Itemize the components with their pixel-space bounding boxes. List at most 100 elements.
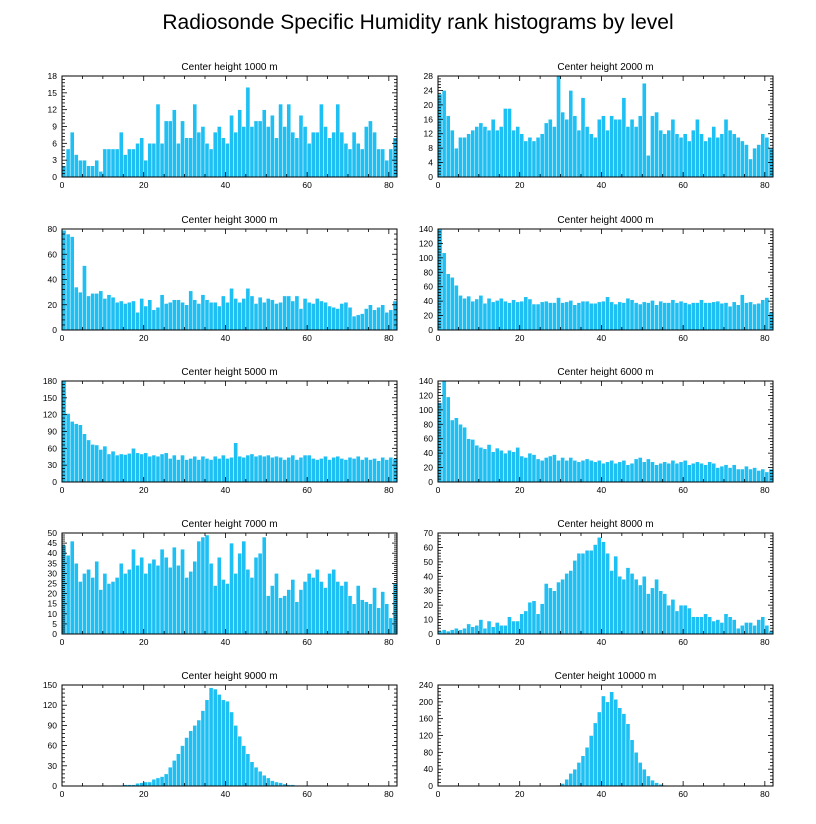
bar	[760, 616, 766, 635]
bar	[90, 293, 95, 331]
bar	[302, 581, 308, 635]
bar	[515, 126, 520, 178]
bar	[588, 133, 594, 178]
x-tick-label: 40	[597, 333, 607, 343]
bar	[368, 603, 373, 635]
bar	[82, 573, 87, 635]
bar	[319, 103, 324, 178]
bar	[343, 302, 349, 331]
bar	[450, 277, 455, 331]
bar	[135, 312, 140, 331]
bar	[217, 694, 222, 787]
bar	[584, 747, 590, 787]
x-tick-label: 0	[60, 180, 65, 190]
bar	[159, 294, 165, 331]
panel-title: Center height 2000 m	[557, 62, 653, 73]
bar	[376, 307, 381, 331]
y-tick-label: 0	[52, 325, 57, 335]
bar	[629, 739, 635, 787]
bar	[625, 567, 631, 635]
plot-frame	[437, 228, 774, 331]
bar	[752, 147, 757, 178]
bar	[744, 465, 749, 483]
panel-title: Center height 6000 m	[557, 367, 653, 378]
x-tick-label: 40	[597, 180, 607, 190]
bar	[290, 131, 296, 178]
bar	[294, 601, 300, 635]
bar	[744, 302, 749, 331]
bar	[270, 780, 275, 787]
bar	[147, 143, 153, 178]
bar	[682, 302, 688, 331]
bar	[319, 300, 324, 331]
x-tick-label: 20	[139, 180, 149, 190]
bar	[278, 103, 283, 178]
bar	[548, 302, 553, 331]
y-tick-label: 140	[419, 376, 433, 386]
bar	[380, 457, 385, 483]
bar	[695, 119, 700, 178]
bar	[674, 302, 680, 331]
x-tick-label: 80	[384, 637, 394, 647]
bar	[584, 458, 590, 483]
x-tick-label: 20	[139, 789, 149, 799]
bar	[552, 126, 557, 178]
bar	[646, 458, 651, 483]
bar	[90, 165, 95, 178]
bar	[69, 540, 75, 635]
bar	[703, 302, 708, 331]
bar	[143, 159, 149, 178]
bar	[568, 570, 574, 635]
bar	[245, 288, 251, 331]
bar	[748, 622, 753, 635]
y-tick-label: 50	[48, 528, 58, 538]
panel-title: Center height 4000 m	[557, 215, 653, 226]
bar	[511, 129, 516, 178]
bar	[261, 455, 267, 483]
bar	[212, 302, 218, 331]
bar	[441, 252, 447, 331]
bar	[494, 447, 500, 483]
bar	[266, 298, 271, 331]
bar	[462, 426, 467, 483]
y-tick-label: 60	[424, 542, 434, 552]
bar	[98, 290, 104, 331]
bar	[217, 557, 222, 635]
bar	[306, 454, 312, 483]
bar	[159, 548, 165, 635]
bar	[605, 461, 610, 483]
bar	[756, 144, 761, 178]
bar	[450, 629, 455, 635]
bar	[233, 725, 238, 787]
bar	[261, 109, 267, 178]
bar	[486, 444, 492, 483]
bar	[331, 131, 336, 178]
bar	[678, 137, 684, 178]
bar	[691, 302, 696, 331]
x-tick-label: 20	[515, 789, 525, 799]
bar	[503, 300, 508, 331]
bar	[601, 300, 606, 331]
bar	[270, 115, 275, 178]
bar	[347, 148, 353, 178]
bar	[217, 458, 222, 483]
bar	[229, 115, 234, 178]
bar	[715, 137, 721, 178]
bar	[682, 604, 688, 635]
bar	[564, 573, 569, 635]
x-tick-label: 0	[60, 333, 65, 343]
bar	[114, 454, 120, 483]
bar	[355, 585, 361, 635]
bar	[723, 302, 729, 331]
bar	[204, 534, 210, 635]
bar	[523, 457, 529, 483]
bar	[388, 617, 394, 635]
bar	[556, 581, 561, 635]
bar	[102, 445, 108, 483]
bar	[360, 148, 365, 178]
bar	[135, 565, 140, 635]
bar	[580, 755, 586, 787]
bar	[543, 122, 549, 178]
bar	[662, 302, 668, 331]
bar	[245, 86, 251, 178]
